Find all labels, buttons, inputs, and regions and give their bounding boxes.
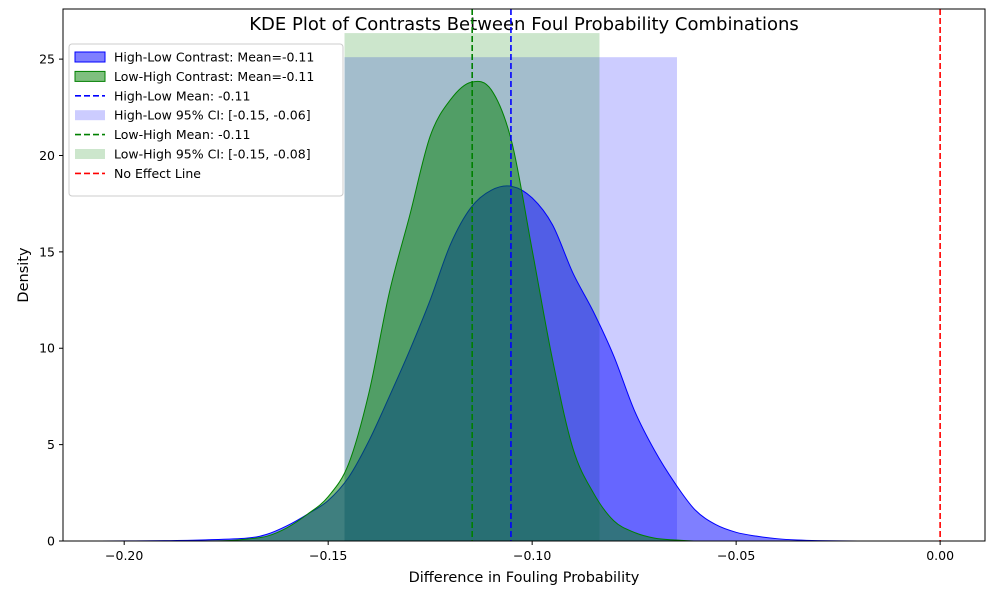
x-tick-label: 0.00 [926,548,954,563]
kde-series [99,80,896,542]
legend-swatch [75,149,105,159]
legend-label: High-Low Contrast: Mean=-0.11 [114,50,314,65]
low-high-contrast-curve [193,80,696,542]
legend-item-low-high-mean-0-11: Low-High Mean: -0.11 [75,127,250,142]
reference-lines [471,9,941,541]
y-axis-label: Density [16,247,32,303]
legend-item-high-low-contrast-mean-0-11: High-Low Contrast: Mean=-0.11 [74,50,314,65]
legend-item-no-effect-line: No Effect Line [75,166,201,181]
x-axis-label: Difference in Fouling Probability [409,570,640,586]
axes-frame [62,8,986,542]
legend-swatch [74,70,106,82]
y-tick-label: 15 [39,244,55,259]
chart-title: KDE Plot of Contrasts Between Foul Proba… [249,14,799,35]
x-tick-label: −0.15 [309,548,347,563]
y-tick-label: 0 [47,534,55,549]
x-axis-ticks: −0.20 −0.15 −0.10 −0.05 0.00 [105,541,954,563]
legend: High-Low Contrast: Mean=-0.11 Low-High Co… [68,43,344,197]
legend-label: Low-High Mean: -0.11 [114,127,250,142]
legend-item-low-high-95-ci-0-15-0-08: Low-High 95% CI: [-0.15, -0.08] [75,147,311,162]
legend-label: Low-High Contrast: Mean=-0.11 [114,69,314,84]
y-tick-label: 5 [47,437,55,452]
legend-label: High-Low 95% CI: [-0.15, -0.06] [114,108,311,123]
legend-items: High-Low Contrast: Mean=-0.11 Low-High Co… [74,50,314,181]
legend-swatch [74,51,106,63]
x-tick-label: −0.10 [513,548,551,563]
legend-box [68,43,344,197]
y-axis-ticks: 0 5 10 15 20 25 [39,52,63,549]
x-tick-label: −0.20 [105,548,143,563]
legend-swatch [75,110,105,121]
y-tick-label: 10 [39,341,55,356]
legend-label: Low-High 95% CI: [-0.15, -0.08] [114,147,311,162]
y-tick-label: 20 [39,148,55,163]
legend-label: High-Low Mean: -0.11 [114,88,250,103]
legend-item-high-low-mean-0-11: High-Low Mean: -0.11 [75,88,250,103]
x-tick-label: −0.05 [717,548,755,563]
low-high-contrast-area [193,81,696,541]
legend-label: No Effect Line [114,166,201,181]
y-tick-label: 25 [39,52,55,67]
legend-item-low-high-contrast-mean-0-11: Low-High Contrast: Mean=-0.11 [74,69,314,84]
legend-item-high-low-95-ci-0-15-0-06: High-Low 95% CI: [-0.15, -0.06] [75,108,311,123]
